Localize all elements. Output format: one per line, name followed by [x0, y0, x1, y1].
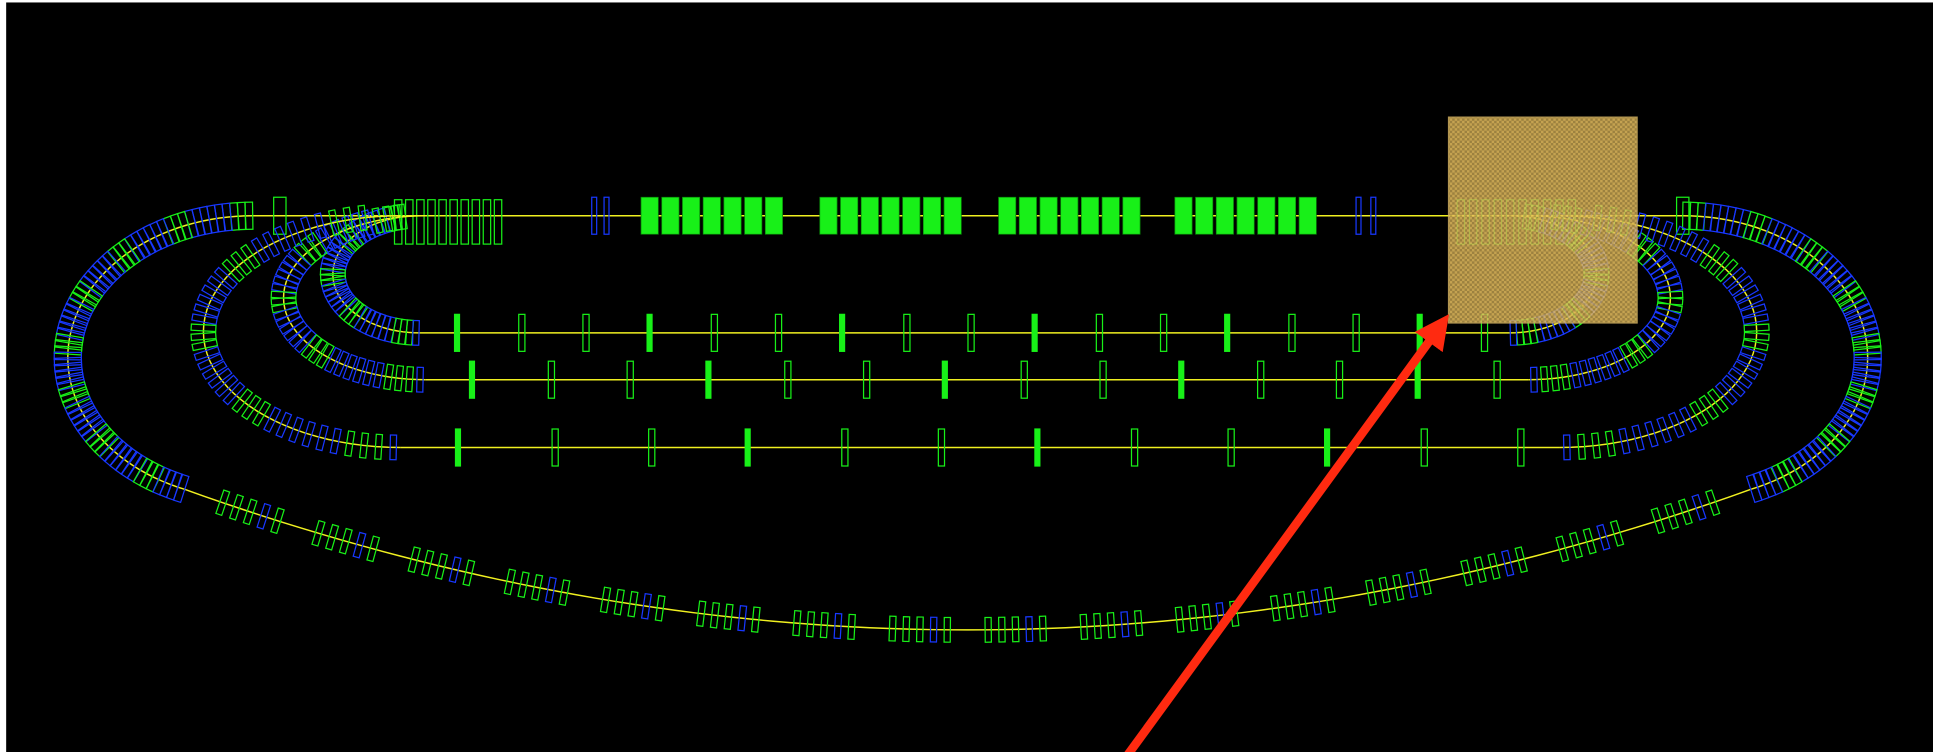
- rf-cavity: [1081, 197, 1098, 234]
- rf-cavity: [1258, 197, 1275, 234]
- page: (() => { const NS = 'http://www.w3.org/2…: [0, 0, 1933, 752]
- rf-cavity: [1216, 197, 1233, 234]
- rf-cavity: [1175, 197, 1192, 234]
- rf-cavity: [882, 197, 899, 234]
- quadrupole: [1225, 314, 1230, 351]
- quadrupole: [1035, 429, 1040, 466]
- quadrupole: [1325, 429, 1330, 466]
- rf-cavity: [944, 197, 961, 234]
- rf-cavity: [841, 197, 858, 234]
- quadrupole: [840, 314, 845, 351]
- quadrupole: [470, 361, 475, 398]
- selection-box: [1449, 117, 1638, 323]
- rf-cavity: [903, 197, 920, 234]
- rf-cavity: [724, 197, 741, 234]
- rf-cavity: [1237, 197, 1254, 234]
- quadrupole: [942, 361, 947, 398]
- rf-cavity: [745, 197, 762, 234]
- rf-cavity: [820, 197, 837, 234]
- canvas: [6, 2, 1933, 752]
- quadrupole: [1179, 361, 1184, 398]
- rf-cavity: [1061, 197, 1078, 234]
- rf-cavity: [1196, 197, 1213, 234]
- rf-cavity: [1102, 197, 1119, 234]
- quadrupole: [1032, 314, 1037, 351]
- rf-cavity: [703, 197, 720, 234]
- rf-cavity: [923, 197, 940, 234]
- quadrupole: [455, 314, 460, 351]
- quadrupole: [706, 361, 711, 398]
- rf-cavity: [662, 197, 679, 234]
- rf-cavity: [682, 197, 699, 234]
- rf-cavity: [1278, 197, 1295, 234]
- rf-cavity: [641, 197, 658, 234]
- quadrupole: [647, 314, 652, 351]
- rf-cavity: [999, 197, 1016, 234]
- rf-cavity: [1299, 197, 1316, 234]
- rf-cavity: [1019, 197, 1036, 234]
- quadrupole: [745, 429, 750, 466]
- rf-cavity: [765, 197, 782, 234]
- quadrupole: [456, 429, 461, 466]
- rf-cavity: [1123, 197, 1140, 234]
- rf-cavity: [1040, 197, 1057, 234]
- lattice-view: [0, 0, 1933, 752]
- rf-cavity: [861, 197, 878, 234]
